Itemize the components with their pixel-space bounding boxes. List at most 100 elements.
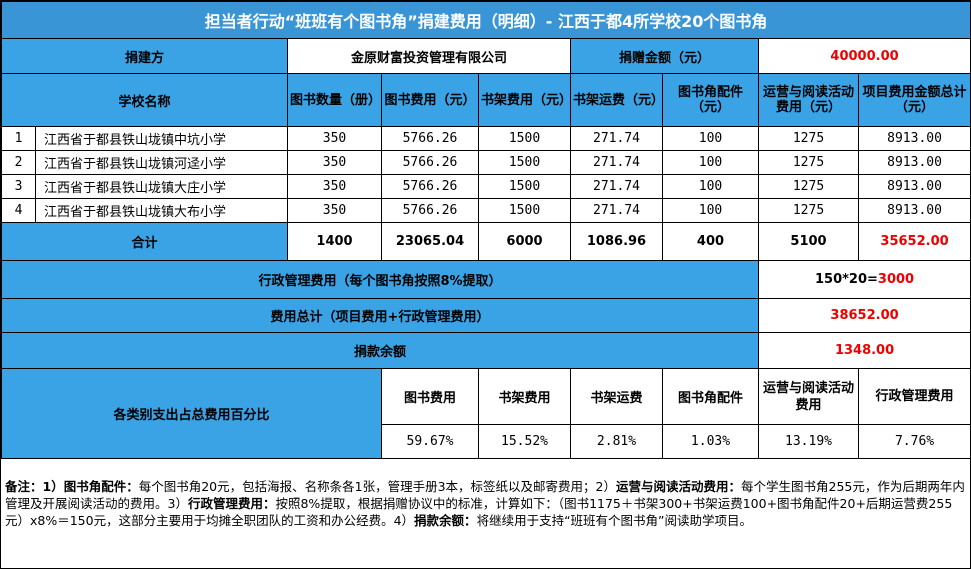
sum-ship: 1086.96 <box>570 222 663 261</box>
notes-prefix: 备注：1） <box>5 479 64 494</box>
accessories-cost: 100 <box>662 198 759 223</box>
row-number: 4 <box>1 198 36 223</box>
donation-amount-label: 捐赠金额（元） <box>570 38 759 74</box>
shelf-cost: 1500 <box>478 126 571 151</box>
shelf-cost-header: 书架费用（元） <box>478 73 571 127</box>
shelf-ship: 271.74 <box>570 126 663 151</box>
note-key-balance: 捐款余额： <box>414 513 477 528</box>
header-row: 学校名称 图书数量（册） 图书费用（元） 书架费用（元） 书架运费（元） 图书角… <box>1 73 971 127</box>
school-name: 江西省于都县铁山垅镇大庄小学 <box>35 174 288 199</box>
pct-admin: 7.76% <box>857 424 971 459</box>
grand-total-row: 费用总计（项目费用+行政管理费用） 38652.00 <box>1 298 971 333</box>
note-text-ops: 每个学生图书角255元，作为后期两年内管理及开展阅读活动的费用。3） <box>5 479 965 511</box>
admin-fee-amount: 3000 <box>877 272 915 287</box>
books-cost: 5766.26 <box>381 198 479 223</box>
sum-accessories: 400 <box>662 222 759 261</box>
books-qty: 350 <box>287 150 382 175</box>
sum-books: 23065.04 <box>381 222 479 261</box>
ops-cost: 1275 <box>758 150 859 175</box>
shelf-ship: 271.74 <box>570 150 663 175</box>
pct-head-ship: 书架运费 <box>570 368 663 425</box>
grand-total-value: 38652.00 <box>757 298 971 333</box>
shelf-cost: 1500 <box>478 150 571 175</box>
row-number: 3 <box>1 174 36 199</box>
accessories-cost: 100 <box>662 150 759 175</box>
sheet-title: 担当者行动“班班有个图书角”捐建费用（明细）- 江西于都4所学校20个图书角 <box>0 1 971 39</box>
pct-label: 各类别支出占总费用百分比 <box>1 368 382 459</box>
admin-fee-formula: 150*20= <box>814 272 878 287</box>
ops-header: 运营与阅读活动费用（元） <box>758 73 859 127</box>
note-text-balance: 将继续用于支持“班班有个图书角”阅读助学项目。 <box>476 513 753 528</box>
row-number: 2 <box>1 150 36 175</box>
admin-fee-value: 150*20=3000 <box>757 260 971 299</box>
pct-ship: 2.81% <box>570 424 663 459</box>
row-total: 8913.00 <box>857 126 971 151</box>
donation-amount: 40000.00 <box>757 38 971 74</box>
pct-accessories: 1.03% <box>662 424 759 459</box>
pct-head-accessories: 图书角配件 <box>662 368 759 425</box>
pct-header-row: 各类别支出占总费用百分比 图书费用 书架费用 书架运费 图书角配件 运营与阅读活… <box>1 368 971 459</box>
table-row: 4 江西省于都县铁山垅镇大布小学 350 5766.26 1500 271.74… <box>1 198 971 223</box>
pct-head-admin: 行政管理费用 <box>857 368 971 425</box>
sum-total: 35652.00 <box>857 222 971 261</box>
sum-label: 合计 <box>1 222 288 261</box>
shelf-ship-header: 书架运费（元） <box>570 73 663 127</box>
shelf-ship: 271.74 <box>570 174 663 199</box>
books-cost-header: 图书费用（元） <box>381 73 479 127</box>
school-name: 江西省于都县铁山垅镇大布小学 <box>35 198 288 223</box>
school-name: 江西省于都县铁山垅镇中坑小学 <box>35 126 288 151</box>
grand-total-label: 费用总计（项目费用+行政管理费用） <box>1 298 759 333</box>
pct-books: 59.67% <box>381 424 479 459</box>
notes-block: 备注：1）图书角配件：每个图书角20元，包括海报、名称条各1张，管理手册3本，标… <box>1 474 970 533</box>
shelf-cost: 1500 <box>478 198 571 223</box>
pct-value-row: 59.67% 15.52% 2.81% 1.03% 13.19% 7.76% <box>2 424 971 459</box>
pct-head-ops: 运营与阅读活动费用 <box>758 368 859 425</box>
pct-shelf: 15.52% <box>478 424 571 459</box>
admin-fee-row: 行政管理费用（每个图书角按照8%提取） 150*20=3000 <box>1 260 971 299</box>
pct-head-books: 图书费用 <box>381 368 479 425</box>
books-qty: 350 <box>287 126 382 151</box>
books-cost: 5766.26 <box>381 126 479 151</box>
table-row: 3 江西省于都县铁山垅镇大庄小学 350 5766.26 1500 271.74… <box>1 174 971 199</box>
accessories-cost: 100 <box>662 174 759 199</box>
note-text-admin: 按照8%提取，根据捐赠协议中的标准，计算如下：（图书1175＋书架300+书架运… <box>5 496 953 528</box>
note-key-ops: 运营与阅读活动费用： <box>616 479 742 494</box>
balance-label: 捐款余额 <box>1 332 759 369</box>
expense-table: 担当者行动“班班有个图书角”捐建费用（明细）- 江西于都4所学校20个图书角 捐… <box>0 1 971 459</box>
school-header: 学校名称 <box>1 73 288 127</box>
books-qty-header: 图书数量（册） <box>287 73 382 127</box>
note-key-accessories: 图书角配件： <box>63 479 139 494</box>
accessories-header: 图书角配件（元） <box>662 73 759 127</box>
accessories-cost: 100 <box>662 126 759 151</box>
donor-label: 捐建方 <box>1 38 288 74</box>
ops-cost: 1275 <box>758 198 859 223</box>
books-qty: 350 <box>287 174 382 199</box>
sum-shelf: 6000 <box>478 222 571 261</box>
sum-qty: 1400 <box>287 222 382 261</box>
sum-ops: 5100 <box>758 222 859 261</box>
title-row: 担当者行动“班班有个图书角”捐建费用（明细）- 江西于都4所学校20个图书角 <box>0 1 971 39</box>
school-name: 江西省于都县铁山垅镇河迳小学 <box>35 150 288 175</box>
admin-fee-label: 行政管理费用（每个图书角按照8%提取） <box>1 260 759 299</box>
row-total: 8913.00 <box>857 174 971 199</box>
row-total: 8913.00 <box>857 150 971 175</box>
row-number: 1 <box>1 126 36 151</box>
shelf-ship: 271.74 <box>570 198 663 223</box>
ops-cost: 1275 <box>758 126 859 151</box>
balance-row: 捐款余额 1348.00 <box>1 332 971 369</box>
donor-name: 金原财富投资管理有限公司 <box>287 38 571 74</box>
table-row: 2 江西省于都县铁山垅镇河迳小学 350 5766.26 1500 271.74… <box>1 150 971 175</box>
note-text-accessories: 每个图书角20元，包括海报、名称条各1张，管理手册3本，标签纸以及邮寄费用；2） <box>138 479 616 494</box>
shelf-cost: 1500 <box>478 174 571 199</box>
note-key-admin: 行政管理费用： <box>187 496 276 511</box>
row-total: 8913.00 <box>857 198 971 223</box>
books-cost: 5766.26 <box>381 150 479 175</box>
sum-row: 合计 1400 23065.04 6000 1086.96 400 5100 3… <box>1 222 971 261</box>
total-header: 项目费用金额总计（元） <box>857 73 971 127</box>
books-cost: 5766.26 <box>381 174 479 199</box>
balance-value: 1348.00 <box>757 332 971 369</box>
table-row: 1 江西省于都县铁山垅镇中坑小学 350 5766.26 1500 271.74… <box>1 126 971 151</box>
pct-ops: 13.19% <box>758 424 859 459</box>
books-qty: 350 <box>287 198 382 223</box>
